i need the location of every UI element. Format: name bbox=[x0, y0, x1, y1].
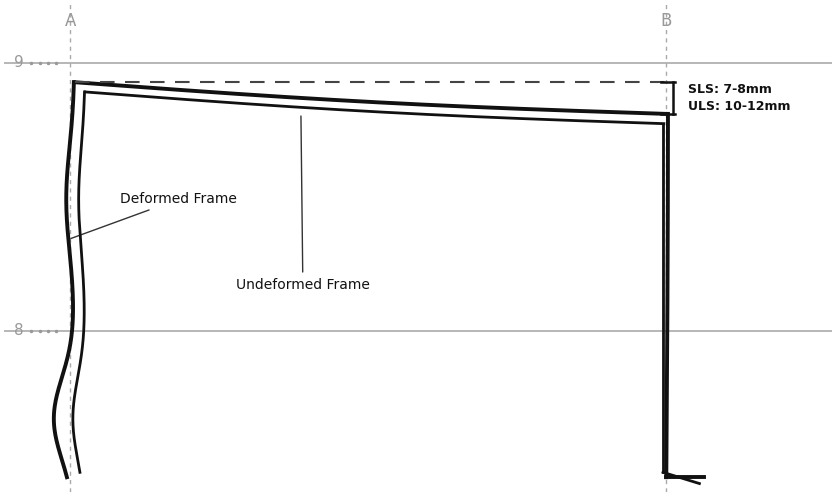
Text: 8: 8 bbox=[14, 323, 23, 338]
Text: Deformed Frame: Deformed Frame bbox=[71, 192, 237, 239]
Text: 9: 9 bbox=[14, 55, 24, 70]
Text: Undeformed Frame: Undeformed Frame bbox=[236, 116, 370, 292]
Text: A: A bbox=[64, 12, 76, 30]
Text: SLS: 7-8mm: SLS: 7-8mm bbox=[688, 83, 772, 96]
Text: ULS: 10-12mm: ULS: 10-12mm bbox=[688, 101, 790, 114]
Text: B: B bbox=[660, 12, 672, 30]
